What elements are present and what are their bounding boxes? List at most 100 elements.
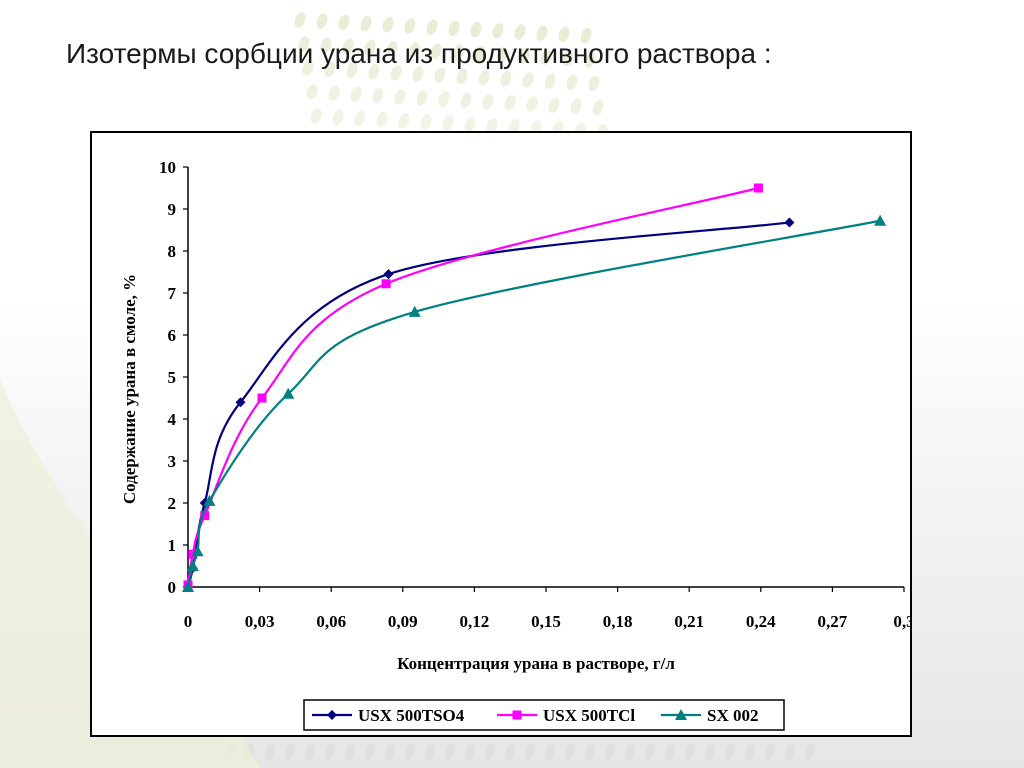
x-tick-labels: 0 0,03 0,06 0,09 0,12 0,15 0,18 0,21 0,24 0,27 0,3 (184, 587, 910, 631)
y-tick-label: 1 (168, 536, 177, 555)
decor-dot (456, 68, 468, 85)
y-tick-label: 3 (168, 452, 177, 471)
decor-dot (302, 60, 314, 76)
series-3 (182, 214, 887, 592)
data-point (203, 494, 216, 506)
decor-dot (525, 743, 535, 761)
decor-dot (518, 48, 530, 64)
x-tick-label: 0,18 (603, 612, 633, 631)
decor-dot (460, 92, 472, 109)
decor-dot (585, 743, 595, 761)
decor-dot (478, 69, 490, 86)
data-point (282, 387, 295, 399)
y-tick-label: 7 (168, 284, 177, 303)
decor-dot (434, 67, 446, 83)
data-point (235, 397, 246, 408)
decor-dot (592, 99, 604, 116)
decor-dot (470, 21, 482, 38)
legend-label: USX 500TSO4 (358, 706, 465, 725)
decor-dot (625, 743, 635, 761)
y-tick-label: 4 (168, 410, 177, 429)
x-tick-label: 0,03 (245, 612, 275, 631)
decor-dot (492, 23, 504, 39)
decor-dot (474, 45, 486, 62)
decor-dot (580, 27, 592, 44)
decor-dot (346, 62, 358, 79)
decor-dot (316, 13, 328, 29)
decor-dot (305, 743, 315, 761)
data-point (191, 545, 204, 557)
decor-dot (805, 743, 815, 761)
decor-dot (705, 743, 715, 761)
series-1 (183, 217, 795, 592)
decor-dot (496, 47, 508, 63)
decor-dot (570, 98, 582, 115)
series-line (186, 219, 881, 588)
decor-dot (360, 15, 372, 32)
decor-dot (522, 72, 534, 88)
legend-label: SX 002 (707, 706, 758, 725)
decor-dot (685, 743, 695, 761)
decor-dot (342, 38, 354, 55)
decor-dot (526, 96, 538, 112)
decor-dot (390, 65, 402, 81)
x-tick-label: 0,21 (674, 612, 704, 631)
decor-dot (350, 86, 362, 103)
chart-legend: USX 500TSO4 USX 500TCl SX 002 (303, 699, 785, 731)
legend-items: USX 500TSO4 USX 500TCl SX 002 (312, 706, 758, 725)
legend-item: USX 500TSO4 (312, 706, 465, 725)
decor-dot (452, 44, 464, 61)
legend-marker (675, 709, 687, 720)
decor-dot (514, 24, 526, 40)
y-tick-label: 2 (168, 494, 177, 513)
data-point (200, 511, 210, 521)
decor-dot (438, 91, 450, 107)
decor-dot (338, 14, 350, 31)
decor-dot (386, 41, 398, 57)
decor-dot (354, 110, 366, 127)
decor-dot (544, 73, 556, 89)
decor-dot (310, 108, 322, 124)
decor-dot (394, 89, 406, 105)
y-axis-title: Содержание урана в смоле, % (120, 274, 139, 504)
decor-dot (332, 109, 344, 125)
chart-axes (187, 167, 904, 588)
x-tick-label: 0,15 (531, 612, 561, 631)
decor-dot (445, 743, 455, 761)
x-tick-label: 0,06 (316, 612, 346, 631)
legend-label: USX 500TCl (543, 706, 635, 725)
y-tick-label: 9 (168, 200, 177, 219)
data-point (381, 279, 391, 289)
decor-dot (385, 743, 395, 761)
x-tick-label: 0,09 (388, 612, 418, 631)
decor-dot (430, 43, 442, 59)
decor-dot (785, 743, 795, 761)
data-point (408, 305, 421, 317)
x-tick-label: 0,24 (746, 612, 776, 631)
data-point (186, 560, 199, 571)
decor-dot (448, 20, 460, 37)
decor-dot (745, 743, 755, 761)
decor-dot (464, 116, 476, 133)
decor-dot (382, 17, 394, 33)
series-line (186, 186, 759, 586)
decor-dot (500, 71, 512, 87)
x-tick-label: 0,12 (460, 612, 490, 631)
decor-dot (420, 114, 432, 130)
isotherm-chart: 0 1 2 3 4 5 6 7 8 9 10 0 0,03 0,06 0,09 0,12 0,15 0,18 0,… (120, 158, 910, 731)
x-axis-title: Концентрация урана в растворе, г/л (397, 654, 675, 673)
y-tick-label: 10 (159, 158, 176, 177)
decor-dot (588, 75, 600, 92)
decor-dot (328, 85, 340, 101)
decor-dot (605, 743, 615, 761)
decor-dot (565, 743, 575, 761)
y-tick-label: 5 (168, 368, 177, 387)
decor-dot (345, 743, 355, 761)
decor-dot (505, 743, 515, 761)
x-tick-label: 0,27 (818, 612, 848, 631)
decor-dot (562, 50, 574, 67)
decor-dot (372, 87, 384, 104)
decor-arc (0, 380, 260, 768)
series-layer (182, 183, 887, 592)
decor-dot (645, 743, 655, 761)
